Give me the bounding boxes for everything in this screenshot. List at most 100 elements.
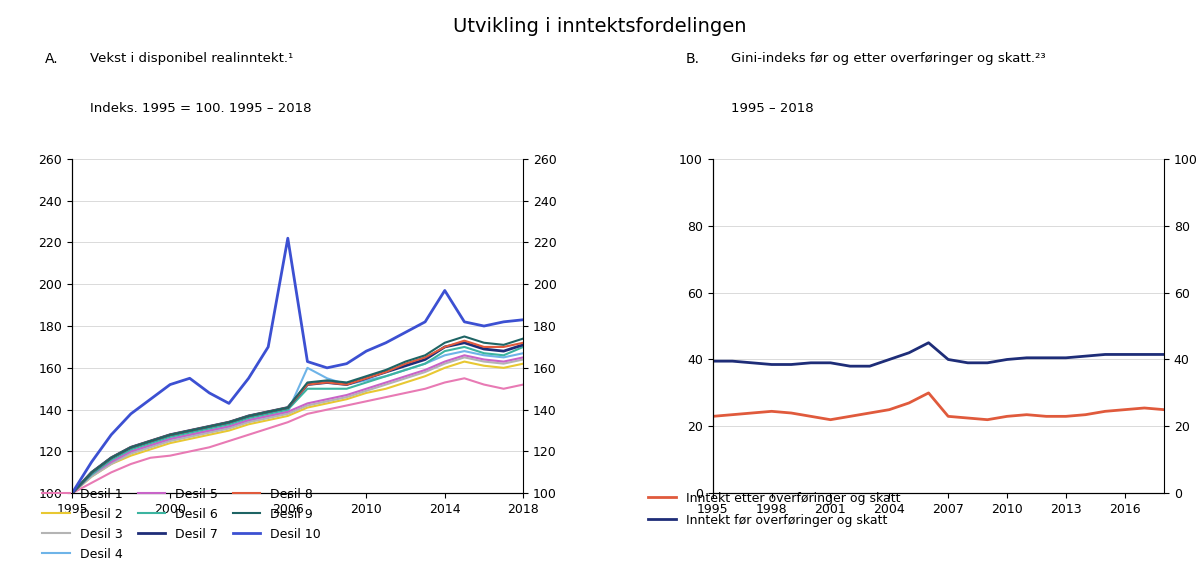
Desil 2 <box>260 417 275 424</box>
Inntekt etter overføringer og skatt <box>842 413 857 420</box>
Inntekt før overføringer og skatt <box>1117 351 1132 358</box>
Desil 8 <box>497 344 511 350</box>
Desil 10 <box>202 390 216 396</box>
Desil 10 <box>516 316 530 323</box>
Desil 3 <box>202 429 216 436</box>
Desil 7 <box>497 348 511 354</box>
Desil 8 <box>281 404 295 411</box>
Inntekt før overføringer og skatt <box>725 358 739 365</box>
Desil 1 <box>84 480 98 486</box>
Desil 4 <box>359 377 373 384</box>
Line: Desil 1: Desil 1 <box>72 378 523 493</box>
Desil 5 <box>516 354 530 361</box>
Desil 6 <box>398 366 413 373</box>
Desil 4 <box>222 423 236 430</box>
Desil 2 <box>476 362 491 369</box>
Desil 5 <box>281 408 295 415</box>
Desil 9 <box>340 379 354 386</box>
Desil 4 <box>281 408 295 415</box>
Desil 6 <box>438 348 452 354</box>
Desil 4 <box>320 375 335 382</box>
Desil 9 <box>457 333 472 340</box>
Inntekt før overføringer og skatt <box>922 339 936 346</box>
Inntekt etter overføringer og skatt <box>901 400 916 407</box>
Desil 9 <box>379 366 394 373</box>
Desil 10 <box>379 339 394 346</box>
Inntekt etter overføringer og skatt <box>1058 413 1073 420</box>
Desil 10 <box>359 348 373 354</box>
Desil 9 <box>438 339 452 346</box>
Desil 1 <box>476 381 491 388</box>
Inntekt før overføringer og skatt <box>941 356 955 363</box>
Desil 10 <box>124 411 138 417</box>
Desil 5 <box>340 392 354 399</box>
Desil 5 <box>438 358 452 365</box>
Inntekt etter overføringer og skatt <box>725 411 739 418</box>
Inntekt etter overføringer og skatt <box>764 408 779 414</box>
Desil 9 <box>418 352 432 359</box>
Inntekt etter overføringer og skatt <box>1000 413 1014 420</box>
Desil 9 <box>281 404 295 411</box>
Desil 3 <box>476 358 491 365</box>
Desil 6 <box>497 352 511 359</box>
Desil 5 <box>320 396 335 403</box>
Desil 4 <box>379 373 394 380</box>
Desil 1 <box>516 381 530 388</box>
Desil 1 <box>124 460 138 467</box>
Desil 1 <box>340 402 354 409</box>
Desil 9 <box>398 358 413 365</box>
Desil 1 <box>104 469 119 476</box>
Inntekt før overføringer og skatt <box>1020 354 1034 361</box>
Line: Desil 10: Desil 10 <box>72 238 523 493</box>
Desil 9 <box>476 339 491 346</box>
Desil 3 <box>418 369 432 375</box>
Desil 2 <box>340 396 354 403</box>
Inntekt før overføringer og skatt <box>823 359 838 366</box>
Inntekt etter overføringer og skatt <box>941 413 955 420</box>
Desil 2 <box>516 360 530 367</box>
Text: Indeks. 1995 = 100. 1995 – 2018: Indeks. 1995 = 100. 1995 – 2018 <box>90 102 312 115</box>
Desil 8 <box>340 381 354 388</box>
Desil 5 <box>457 352 472 359</box>
Desil 4 <box>260 413 275 420</box>
Inntekt etter overføringer og skatt <box>863 409 877 416</box>
Desil 7 <box>260 408 275 415</box>
Desil 7 <box>379 369 394 375</box>
Desil 2 <box>398 379 413 386</box>
Desil 6 <box>300 386 314 392</box>
Desil 3 <box>398 375 413 382</box>
Inntekt etter overføringer og skatt <box>980 416 995 423</box>
Desil 5 <box>241 417 256 424</box>
Desil 7 <box>163 431 178 438</box>
Inntekt før overføringer og skatt <box>784 361 798 368</box>
Desil 4 <box>65 490 79 497</box>
Inntekt etter overføringer og skatt <box>1138 405 1152 412</box>
Desil 5 <box>104 459 119 466</box>
Desil 8 <box>438 344 452 350</box>
Inntekt før overføringer og skatt <box>1039 354 1054 361</box>
Desil 1 <box>222 438 236 445</box>
Inntekt etter overføringer og skatt <box>1157 406 1171 413</box>
Desil 4 <box>202 427 216 434</box>
Desil 7 <box>241 413 256 420</box>
Desil 10 <box>438 287 452 294</box>
Desil 4 <box>182 431 197 438</box>
Desil 5 <box>476 356 491 363</box>
Desil 7 <box>398 362 413 369</box>
Desil 6 <box>476 350 491 357</box>
Desil 2 <box>222 427 236 434</box>
Line: Desil 2: Desil 2 <box>72 362 523 493</box>
Desil 8 <box>379 369 394 375</box>
Desil 8 <box>104 454 119 461</box>
Desil 7 <box>418 356 432 363</box>
Desil 7 <box>124 444 138 451</box>
Desil 1 <box>241 431 256 438</box>
Desil 8 <box>398 360 413 367</box>
Desil 5 <box>65 490 79 497</box>
Desil 8 <box>163 431 178 438</box>
Desil 10 <box>241 375 256 382</box>
Desil 4 <box>476 352 491 359</box>
Desil 5 <box>163 435 178 442</box>
Desil 2 <box>418 373 432 380</box>
Desil 10 <box>320 365 335 371</box>
